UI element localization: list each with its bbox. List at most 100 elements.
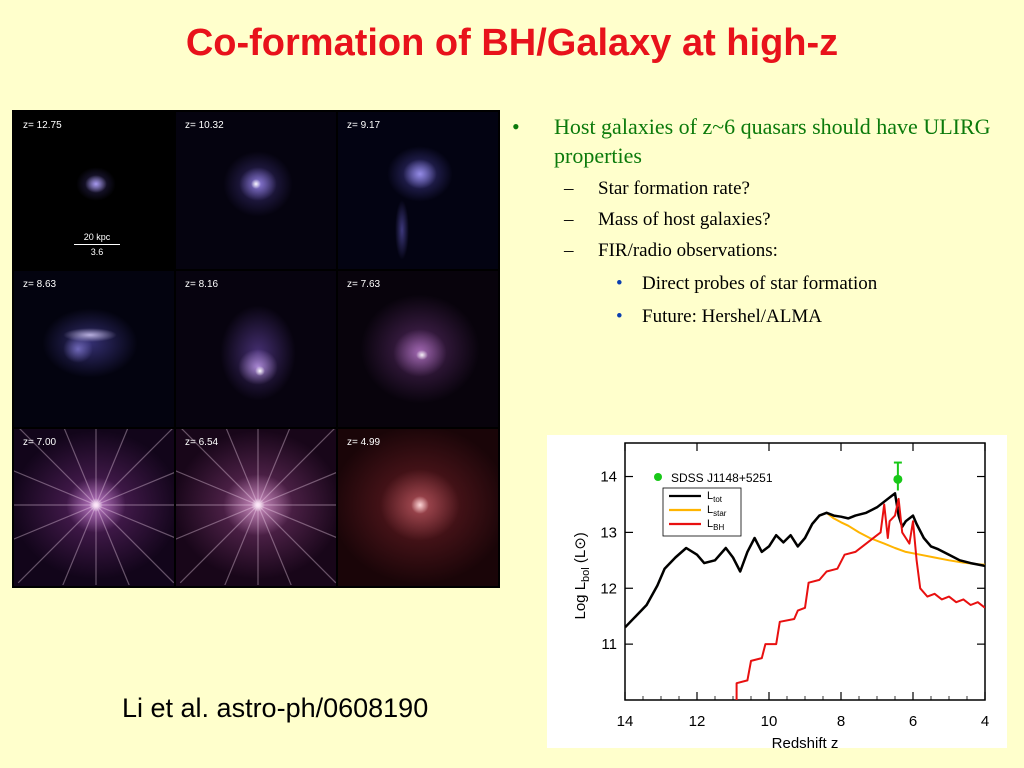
bullet-text: Star formation rate? [598,178,750,199]
simulation-panel: z= 8.63 [14,270,174,428]
diffraction-spike [179,429,335,584]
bullet-text: Mass of host galaxies? [598,209,771,230]
x-tick-label: 6 [909,713,917,730]
diffraction-spike [14,470,174,539]
diffraction-spikes [14,429,174,586]
galaxy-glow [76,167,116,201]
legend-observation-label: SDSS J1148+5251 [671,471,773,485]
redshift-label: z= 6.54 [185,437,219,449]
y-tick-label: 14 [600,469,617,486]
scale-bar: 20 kpc 3.6 [74,232,120,257]
bullet-text: Direct probes of star formation [642,273,878,294]
galaxy-glow [403,159,437,189]
redshift-label: z= 8.63 [23,278,57,290]
legend-label-sub: BH [713,523,724,532]
bullet-item-level-1: • Host galaxies of z~6 quasars should hav… [512,112,1012,170]
simulation-panel: z= 4.99 [338,429,498,586]
legend-observation-marker [654,473,662,481]
redshift-label: z= 10.32 [185,120,224,131]
simulation-panel: z= 9.17 [338,112,498,269]
galaxy-glow [395,200,409,260]
bullet-marker: – [564,178,574,199]
redshift-label: z= 7.63 [347,278,381,290]
legend-label: Ltot [707,490,723,504]
scale-bar-value: 3.6 [90,247,104,257]
x-tick-label: 4 [981,713,989,730]
y-axis-label-unit: (L⊙) [572,532,589,567]
redshift-label: z= 12.75 [23,120,62,131]
bullet-item-level-2: – Mass of host galaxies? [512,207,1012,232]
diffraction-spike [17,429,173,584]
galaxy-glow [251,498,265,513]
scale-bar-length: 20 kpc [83,232,111,242]
legend-label-main: L [707,504,713,516]
bullet-text: FIR/radio observations: [598,240,778,261]
x-tick-label: 12 [689,713,706,730]
galaxy-glow [416,349,428,360]
bullet-marker: • [616,306,623,327]
series-line-BH [735,497,985,700]
slide-title: Co-formation of BH/Galaxy at high-z [185,22,839,64]
scale-bar-line [74,244,120,245]
diffraction-spikes [176,429,336,586]
y-axis-label: Log Lbol (L⊙) [572,532,592,619]
legend-label-main: L [707,518,713,530]
bullet-item-level-2: – Star formation rate? [512,176,1012,201]
galaxy-glow [89,498,103,513]
redshift-label: z= 7.00 [23,437,57,449]
bullet-item-level-3: • Future: Hershel/ALMA [512,304,1012,329]
galaxy-glow [63,334,93,363]
y-tick-label: 13 [600,524,617,541]
simulation-panel: z= 7.00 [14,429,174,586]
x-tick-label: 8 [837,713,845,730]
citation: Li et al. astro-ph/0608190 [122,693,429,723]
galaxy-glow [255,365,265,376]
luminosity-chart: 14 12 10 8 6 4 11 12 13 14 Redshift z Log Lbol (L⊙)… [547,435,1007,752]
redshift-label: z= 8.16 [185,278,219,290]
simulation-panel: z= 8.16 [176,270,336,428]
legend-label-main: L [707,490,713,502]
legend-label-sub: tot [713,495,723,504]
simulation-panel: z= 12.75 20 kpc 3.6 [14,112,174,269]
plot-frame [624,442,986,701]
series-group [625,492,985,700]
diffraction-spike [176,470,336,539]
bullet-item-level-2: – FIR/radio observations: [512,238,1012,263]
diffraction-spike [225,429,292,586]
bullet-text: Future: Hershel/ALMA [642,306,822,327]
y-axis-label-sub: bol [580,567,592,582]
x-tick-label: 10 [761,713,778,730]
bullet-list: • Host galaxies of z~6 quasars should hav… [512,112,1012,329]
x-axis-label: Redshift z [772,735,839,748]
galaxy-glow [85,175,107,193]
galaxy-glow [411,496,429,515]
bullet-marker: • [512,114,520,139]
series-line-tot [625,492,985,629]
diffraction-spike [181,429,336,584]
luminosity-chart-svg: 14 12 10 8 6 4 11 12 13 14 Redshift z Log Lbol (L⊙)… [572,442,989,752]
diffraction-spike [62,429,129,586]
simulation-panel: z= 7.63 [338,270,498,428]
bullet-text: Host galaxies of z~6 quasars should have… [554,114,991,168]
x-tick-label: 14 [617,713,634,730]
diffraction-spike [14,472,174,540]
simulation-panel: z= 6.54 [176,429,336,586]
y-tick-label: 11 [601,636,617,653]
redshift-label: z= 9.17 [347,120,381,131]
simulation-image-grid: z= 12.75 20 kpc 3.6 z= 10.32 z= 9.17 z= 8.63 z… [12,110,500,588]
y-tick-label: 12 [600,580,617,597]
legend-label-sub: star [713,509,727,518]
diffraction-spike [63,429,130,586]
diffraction-spike [224,429,291,586]
bullet-marker: • [616,273,623,294]
simulation-panel: z= 10.32 [176,112,336,269]
diffraction-spike [19,429,174,584]
legend-label: LBH [707,518,724,532]
galaxy-glow [251,179,261,189]
y-axis-label-main: Log L [572,582,589,620]
bullet-item-level-3: • Direct probes of star formation [512,271,1012,296]
diffraction-spike [176,472,336,540]
bullet-marker: – [564,240,574,261]
redshift-label: z= 4.99 [347,437,381,449]
bullet-marker: – [564,209,574,230]
